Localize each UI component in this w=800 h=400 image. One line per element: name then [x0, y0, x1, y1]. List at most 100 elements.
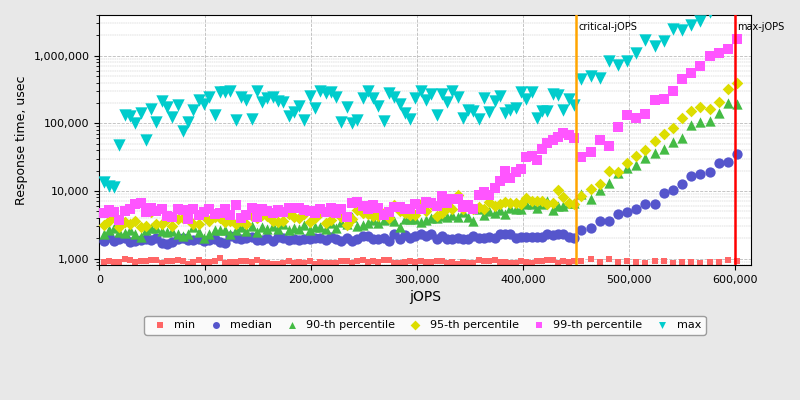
- Point: [356, 203, 369, 210]
- Point: [340, 221, 353, 227]
- Point: [451, 261, 464, 268]
- Point: [171, 216, 184, 222]
- Point: [594, 186, 606, 193]
- Point: [330, 224, 342, 231]
- Point: [218, 260, 231, 266]
- Point: [192, 212, 205, 218]
- Point: [245, 223, 258, 229]
- Point: [552, 92, 565, 98]
- Point: [108, 259, 121, 266]
- Point: [187, 221, 200, 227]
- Point: [382, 257, 395, 263]
- Point: [382, 215, 395, 221]
- Point: [457, 259, 470, 266]
- Point: [546, 200, 559, 206]
- Point: [514, 258, 527, 264]
- Point: [658, 258, 670, 265]
- Point: [435, 233, 448, 239]
- Point: [575, 226, 588, 233]
- Point: [224, 231, 237, 237]
- Point: [694, 18, 707, 24]
- Point: [346, 259, 358, 266]
- Point: [230, 226, 242, 233]
- Point: [102, 258, 115, 264]
- Point: [166, 258, 178, 264]
- Point: [214, 215, 226, 222]
- Point: [462, 107, 474, 113]
- Point: [694, 103, 707, 110]
- Point: [630, 258, 642, 265]
- Point: [108, 209, 121, 216]
- Point: [118, 235, 131, 241]
- Point: [192, 229, 205, 236]
- Point: [192, 236, 205, 242]
- Point: [712, 110, 725, 116]
- Point: [335, 218, 348, 225]
- Point: [404, 258, 417, 264]
- Point: [419, 217, 432, 223]
- Point: [393, 100, 406, 107]
- Point: [414, 231, 427, 238]
- Point: [584, 196, 597, 202]
- Point: [722, 100, 734, 106]
- Point: [271, 98, 284, 104]
- Point: [536, 146, 549, 152]
- Point: [97, 222, 110, 228]
- Point: [520, 195, 533, 202]
- Point: [483, 192, 496, 198]
- Point: [409, 95, 422, 102]
- Point: [382, 238, 395, 244]
- Point: [530, 205, 543, 212]
- Point: [166, 114, 178, 120]
- Point: [155, 260, 168, 266]
- Point: [150, 257, 162, 264]
- Point: [446, 258, 458, 265]
- Point: [293, 226, 306, 232]
- Point: [97, 238, 110, 244]
- Point: [388, 217, 401, 224]
- Point: [462, 214, 474, 220]
- Point: [472, 204, 485, 210]
- Point: [271, 207, 284, 213]
- Point: [298, 206, 310, 213]
- Point: [499, 168, 512, 174]
- Point: [404, 116, 417, 122]
- Point: [639, 37, 652, 43]
- Point: [134, 200, 147, 206]
- Point: [356, 95, 369, 101]
- Point: [430, 215, 443, 221]
- Point: [123, 113, 136, 120]
- Point: [514, 234, 527, 241]
- Point: [730, 36, 743, 42]
- Point: [504, 174, 517, 181]
- Point: [510, 235, 522, 241]
- Point: [451, 192, 464, 198]
- Point: [514, 166, 527, 172]
- Point: [139, 223, 152, 229]
- Point: [409, 259, 422, 266]
- Point: [510, 104, 522, 111]
- Point: [366, 236, 379, 242]
- Point: [340, 234, 353, 241]
- Point: [203, 230, 216, 237]
- Point: [240, 235, 253, 242]
- Point: [472, 257, 485, 264]
- Point: [362, 233, 374, 239]
- Point: [499, 211, 512, 217]
- Point: [97, 259, 110, 265]
- Point: [314, 210, 326, 216]
- Point: [324, 217, 337, 224]
- Point: [203, 259, 216, 266]
- Point: [102, 183, 115, 189]
- Point: [414, 88, 427, 94]
- Point: [187, 224, 200, 230]
- Point: [166, 214, 178, 221]
- Point: [441, 260, 454, 266]
- Point: [594, 258, 606, 265]
- Point: [203, 206, 216, 213]
- Point: [414, 258, 427, 264]
- Point: [182, 216, 194, 222]
- Point: [398, 232, 411, 238]
- Point: [451, 94, 464, 100]
- Point: [234, 218, 247, 224]
